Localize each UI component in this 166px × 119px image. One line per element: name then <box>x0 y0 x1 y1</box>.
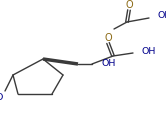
Text: OH: OH <box>101 59 115 67</box>
Text: O: O <box>125 0 133 10</box>
Text: OH: OH <box>157 12 166 20</box>
Text: O: O <box>104 33 112 43</box>
Text: HO: HO <box>0 94 3 102</box>
Text: OH: OH <box>141 47 155 55</box>
